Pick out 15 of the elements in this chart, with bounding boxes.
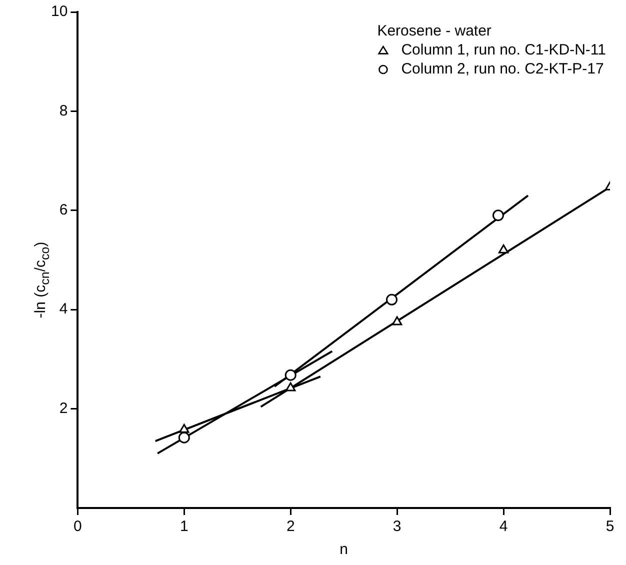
x-tick-label: 4: [499, 518, 508, 536]
x-axis-title: n: [340, 541, 348, 558]
x-tick-label: 1: [180, 518, 188, 536]
y-tick-label: 6: [59, 202, 68, 219]
legend-title: Kerosene - water: [377, 22, 492, 40]
legend-label: Column 2, run no. C2-KT-P-17: [401, 60, 604, 78]
x-tick-label: 2: [286, 518, 295, 536]
y-tick-label: 10: [50, 3, 68, 20]
x-tick-label: 3: [392, 518, 402, 536]
x-tick-label: 0: [74, 518, 82, 536]
y-tick-label: 4: [59, 300, 68, 318]
legend-label: Column 1, run no. C1-KD-N-11: [401, 42, 606, 59]
y-tick-label: 2: [59, 400, 68, 417]
y-tick-label: 8: [59, 102, 68, 120]
x-tick-label: 5: [606, 518, 614, 536]
